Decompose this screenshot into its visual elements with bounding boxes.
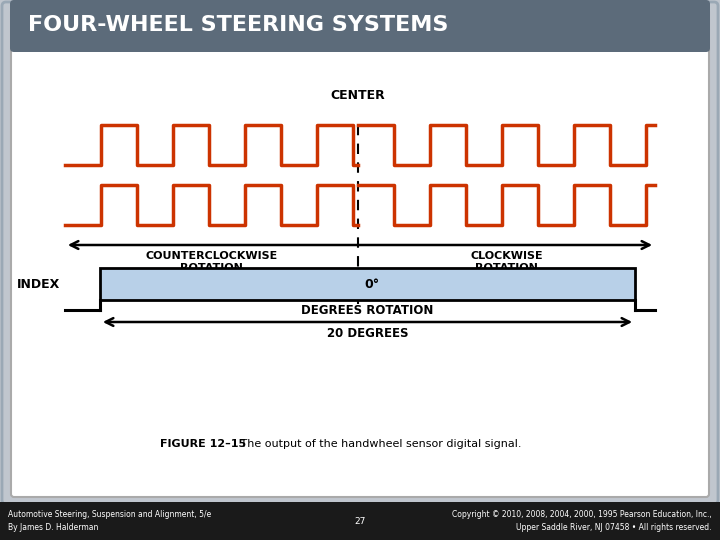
Bar <box>0 502 720 540</box>
FancyBboxPatch shape <box>10 0 710 52</box>
Text: Copyright © 2010, 2008, 2004, 2000, 1995 Pearson Education, Inc.,
Upper Saddle R: Copyright © 2010, 2008, 2004, 2000, 1995… <box>452 510 712 532</box>
Text: 20 DEGREES: 20 DEGREES <box>327 327 408 340</box>
Text: DEGREES ROTATION: DEGREES ROTATION <box>301 304 433 317</box>
FancyBboxPatch shape <box>11 9 709 497</box>
FancyBboxPatch shape <box>2 2 718 504</box>
Text: FIGURE 12–15: FIGURE 12–15 <box>160 439 246 449</box>
Text: CLOCKWISE
ROTATION: CLOCKWISE ROTATION <box>470 251 543 273</box>
Text: The output of the handwheel sensor digital signal.: The output of the handwheel sensor digit… <box>237 439 521 449</box>
Text: 27: 27 <box>354 516 366 525</box>
Text: FOUR-WHEEL STEERING SYSTEMS: FOUR-WHEEL STEERING SYSTEMS <box>28 15 449 35</box>
Text: CENTER: CENTER <box>330 89 385 102</box>
Text: Automotive Steering, Suspension and Alignment, 5/e
By James D. Halderman: Automotive Steering, Suspension and Alig… <box>8 510 211 532</box>
Text: 0°: 0° <box>364 278 379 291</box>
Text: COUNTERCLOCKWISE
ROTATION: COUNTERCLOCKWISE ROTATION <box>145 251 278 273</box>
Bar <box>100 268 635 300</box>
Text: INDEX: INDEX <box>17 278 60 291</box>
